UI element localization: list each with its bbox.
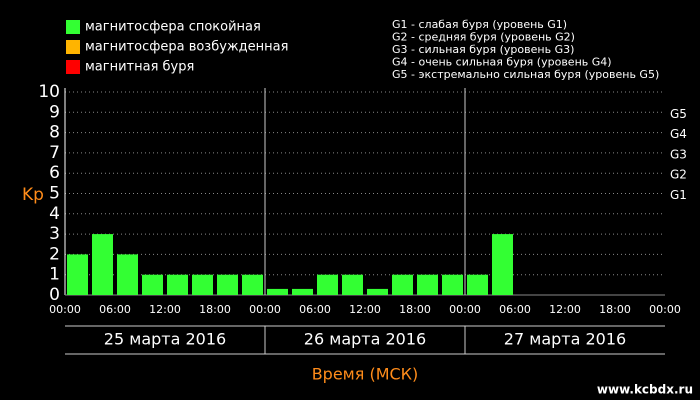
x-tick-label: 18:00: [599, 303, 631, 316]
x-tick-label: 06:00: [99, 303, 131, 316]
g-tick-label: G1: [670, 188, 687, 202]
g-tick-label: G2: [670, 168, 687, 182]
storm-level: G2 - средняя буря (уровень G2): [392, 31, 575, 44]
watermark: www.kcbdx.ru: [597, 383, 693, 397]
x-tick-label: 06:00: [299, 303, 331, 316]
bar: [267, 288, 288, 295]
storm-level: G5 - экстремально сильная буря (уровень …: [392, 68, 659, 81]
y-tick-label: 1: [49, 265, 60, 285]
bar: [92, 234, 113, 295]
y-tick-label: 0: [49, 285, 60, 305]
x-tick-label: 12:00: [349, 303, 381, 316]
x-tick-label: 00:00: [49, 303, 81, 316]
x-tick-label: 00:00: [649, 303, 681, 316]
x-tick-label: 12:00: [149, 303, 181, 316]
y-tick-label: 7: [49, 143, 60, 163]
bar: [142, 274, 163, 295]
y-axis-label: Kp: [22, 185, 44, 205]
bar: [367, 288, 388, 295]
bar: [467, 274, 488, 295]
y-tick-label: 6: [49, 163, 60, 183]
bar: [492, 234, 513, 295]
x-tick-label: 12:00: [549, 303, 581, 316]
storm-level: G1 - слабая буря (уровень G1): [392, 18, 567, 31]
y-tick-label: 2: [49, 244, 60, 264]
legend-swatch: [66, 40, 80, 54]
g-tick-label: G5: [670, 107, 687, 121]
y-tick-label: 3: [49, 224, 60, 244]
storm-level: G3 - сильная буря (уровень G3): [392, 43, 574, 56]
bar: [67, 254, 88, 295]
bar: [242, 274, 263, 295]
x-tick-label: 06:00: [499, 303, 531, 316]
g-tick-label: G4: [670, 127, 687, 141]
bar: [342, 274, 363, 295]
y-tick-label: 4: [49, 204, 60, 224]
legend-swatch: [66, 60, 80, 74]
bar: [417, 274, 438, 295]
g-tick-label: G3: [670, 147, 687, 161]
legend-label: магнитосфера возбужденная: [85, 40, 288, 55]
bar: [117, 254, 138, 295]
storm-level: G4 - очень сильная буря (уровень G4): [392, 56, 612, 69]
bar: [167, 274, 188, 295]
x-axis-label: Время (МСК): [312, 365, 419, 384]
legend-swatch: [66, 20, 80, 34]
y-tick-label: 8: [49, 123, 60, 143]
day-label: 26 марта 2016: [304, 330, 426, 349]
bar: [292, 288, 313, 295]
day-label: 25 марта 2016: [104, 330, 226, 349]
bar: [317, 274, 338, 295]
x-tick-label: 18:00: [199, 303, 231, 316]
legend-label: магнитная буря: [85, 60, 194, 75]
x-tick-label: 00:00: [249, 303, 281, 316]
bar: [192, 274, 213, 295]
day-label: 27 марта 2016: [504, 330, 626, 349]
x-tick-label: 00:00: [449, 303, 481, 316]
y-tick-label: 10: [38, 82, 60, 102]
y-tick-label: 5: [49, 184, 60, 204]
bar: [392, 274, 413, 295]
y-tick-label: 9: [49, 102, 60, 122]
bar: [442, 274, 463, 295]
x-tick-label: 18:00: [399, 303, 431, 316]
bar: [217, 274, 238, 295]
legend-label: магнитосфера спокойная: [85, 20, 261, 35]
